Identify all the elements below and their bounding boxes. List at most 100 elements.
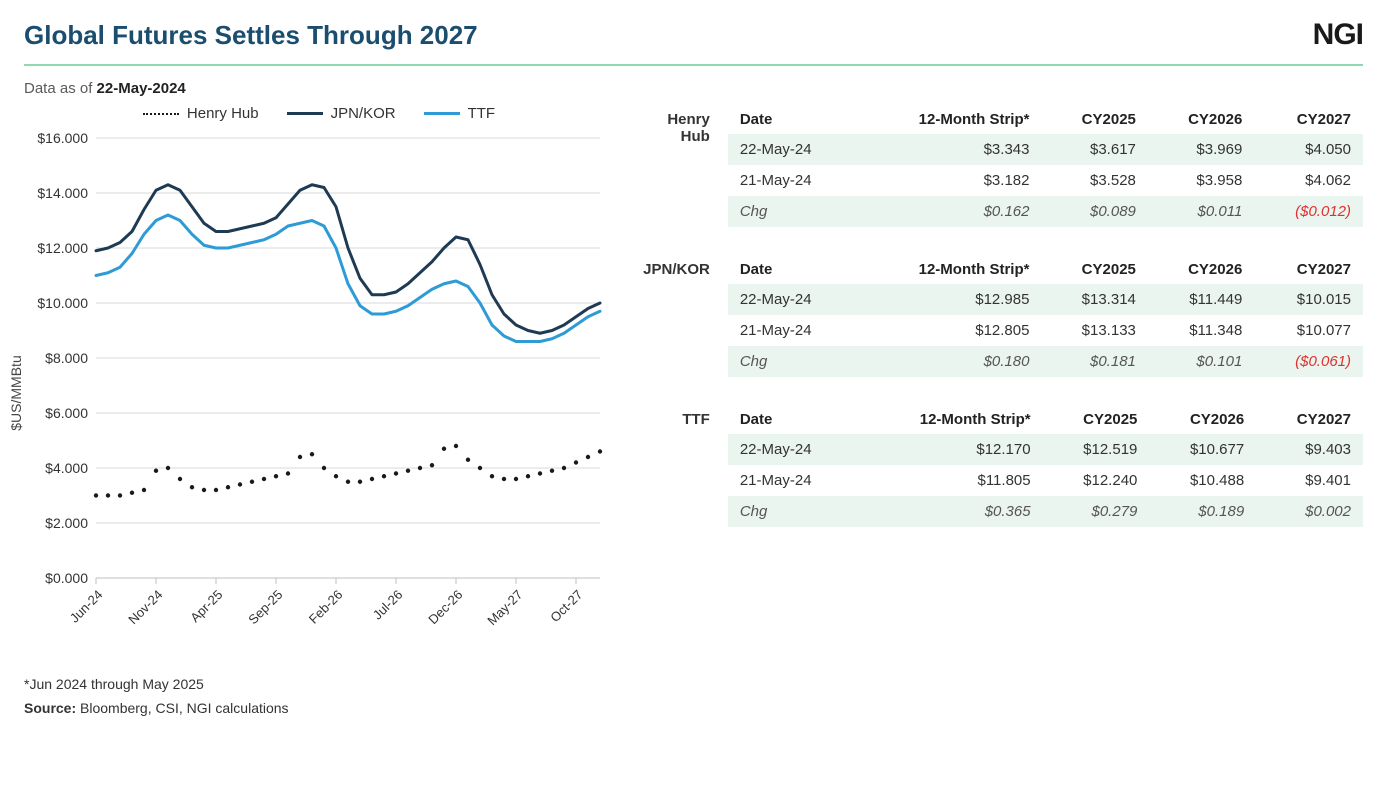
- table-header-cell: 12-Month Strip*: [858, 105, 1041, 134]
- table-cell: $10.015: [1254, 284, 1363, 315]
- data-table: Date12-Month Strip*CY2025CY2026CY202722-…: [728, 405, 1363, 527]
- table-cell: $12.519: [1043, 434, 1150, 465]
- table-row: 22-May-24$12.985$13.314$11.449$10.015: [728, 284, 1363, 315]
- svg-text:$2.000: $2.000: [45, 515, 88, 531]
- legend-swatch: [143, 113, 179, 115]
- table-cell: 21-May-24: [728, 315, 858, 346]
- table-row: 22-May-24$12.170$12.519$10.677$9.403: [728, 434, 1363, 465]
- table-cell: $0.002: [1256, 496, 1363, 527]
- table-header-cell: CY2025: [1043, 405, 1150, 434]
- table-cell: 22-May-24: [728, 284, 858, 315]
- table-cell: 21-May-24: [728, 465, 859, 496]
- data-tables: Henry HubDate12-Month Strip*CY2025CY2026…: [638, 105, 1363, 658]
- footnote: *Jun 2024 through May 2025: [24, 676, 1363, 692]
- table-cell: $0.189: [1149, 496, 1256, 527]
- table-cell: $12.805: [858, 315, 1041, 346]
- table-cell: Chg: [728, 196, 858, 227]
- table-cell: $3.958: [1148, 165, 1254, 196]
- svg-text:May-27: May-27: [484, 587, 525, 628]
- table-header-cell: Date: [728, 255, 858, 284]
- table-header-cell: CY2025: [1041, 105, 1147, 134]
- svg-text:$12.000: $12.000: [37, 240, 88, 256]
- table-cell: ($0.061): [1254, 346, 1363, 377]
- table-cell: $12.985: [858, 284, 1041, 315]
- svg-text:Apr-25: Apr-25: [187, 587, 225, 625]
- svg-text:Dec-26: Dec-26: [425, 587, 465, 627]
- as-of-line: Data as of 22-May-2024: [24, 80, 1363, 97]
- table-row: Chg$0.162$0.089$0.011($0.012): [728, 196, 1363, 227]
- table-cell: $10.077: [1254, 315, 1363, 346]
- table-block: TTFDate12-Month Strip*CY2025CY2026CY2027…: [638, 405, 1363, 527]
- table-cell: $0.089: [1041, 196, 1147, 227]
- svg-text:Oct-27: Oct-27: [547, 587, 585, 625]
- brand-logo: NGI: [1313, 18, 1363, 52]
- svg-text:$16.000: $16.000: [37, 130, 88, 146]
- legend-item: Henry Hub: [143, 105, 259, 122]
- svg-text:$0.000: $0.000: [45, 570, 88, 586]
- table-cell: $3.617: [1041, 134, 1147, 165]
- table-cell: $0.365: [859, 496, 1043, 527]
- table-header-cell: CY2027: [1254, 255, 1363, 284]
- table-cell: $9.403: [1256, 434, 1363, 465]
- table-group-label: JPN/KOR: [638, 255, 728, 377]
- legend-label: Henry Hub: [187, 105, 259, 122]
- table-cell: $0.180: [858, 346, 1041, 377]
- table-cell: $3.343: [858, 134, 1041, 165]
- table-row: Chg$0.180$0.181$0.101($0.061): [728, 346, 1363, 377]
- as-of-label: Data as of: [24, 80, 92, 97]
- source-line: Source: Bloomberg, CSI, NGI calculations: [24, 700, 1363, 716]
- table-block: Henry HubDate12-Month Strip*CY2025CY2026…: [638, 105, 1363, 227]
- table-row: 22-May-24$3.343$3.617$3.969$4.050: [728, 134, 1363, 165]
- table-row: 21-May-24$12.805$13.133$11.348$10.077: [728, 315, 1363, 346]
- table-row: Chg$0.365$0.279$0.189$0.002: [728, 496, 1363, 527]
- table-group-label: TTF: [638, 405, 728, 527]
- y-axis-label: $US/MMBtu: [8, 355, 24, 430]
- table-header-cell: CY2026: [1149, 405, 1256, 434]
- svg-text:Jul-26: Jul-26: [370, 587, 406, 623]
- table-header-cell: CY2026: [1148, 105, 1254, 134]
- table-cell: $0.011: [1148, 196, 1254, 227]
- legend-item: JPN/KOR: [287, 105, 396, 122]
- table-header-cell: CY2025: [1041, 255, 1147, 284]
- table-header-cell: Date: [728, 405, 859, 434]
- as-of-date: 22-May-2024: [97, 80, 186, 97]
- table-cell: 22-May-24: [728, 434, 859, 465]
- svg-text:Feb-26: Feb-26: [306, 587, 346, 627]
- table-row: 21-May-24$11.805$12.240$10.488$9.401: [728, 465, 1363, 496]
- table-cell: $0.279: [1043, 496, 1150, 527]
- svg-text:$4.000: $4.000: [45, 460, 88, 476]
- header-rule: [24, 64, 1363, 66]
- legend-swatch: [424, 112, 460, 115]
- table-cell: ($0.012): [1254, 196, 1363, 227]
- svg-text:$14.000: $14.000: [37, 185, 88, 201]
- table-cell: $3.182: [858, 165, 1041, 196]
- table-group-label: Henry Hub: [638, 105, 728, 227]
- table-cell: $12.170: [859, 434, 1043, 465]
- source-text: Bloomberg, CSI, NGI calculations: [80, 700, 289, 716]
- table-cell: $10.677: [1149, 434, 1256, 465]
- table-cell: $3.528: [1041, 165, 1147, 196]
- table-cell: $0.181: [1041, 346, 1147, 377]
- table-cell: $9.401: [1256, 465, 1363, 496]
- svg-text:Jun-24: Jun-24: [67, 587, 106, 626]
- table-cell: $11.348: [1148, 315, 1254, 346]
- svg-text:Sep-25: Sep-25: [245, 587, 285, 627]
- table-cell: $11.805: [859, 465, 1043, 496]
- data-table: Date12-Month Strip*CY2025CY2026CY202722-…: [728, 255, 1363, 377]
- table-cell: $4.050: [1254, 134, 1363, 165]
- table-cell: $13.314: [1041, 284, 1147, 315]
- svg-text:$8.000: $8.000: [45, 350, 88, 366]
- table-cell: $13.133: [1041, 315, 1147, 346]
- svg-text:$10.000: $10.000: [37, 295, 88, 311]
- table-header-cell: CY2027: [1254, 105, 1363, 134]
- legend-swatch: [287, 112, 323, 115]
- table-cell: 21-May-24: [728, 165, 858, 196]
- table-row: 21-May-24$3.182$3.528$3.958$4.062: [728, 165, 1363, 196]
- table-header-cell: 12-Month Strip*: [858, 255, 1041, 284]
- table-cell: $10.488: [1149, 465, 1256, 496]
- table-cell: $0.162: [858, 196, 1041, 227]
- chart-legend: Henry HubJPN/KORTTF: [24, 105, 614, 122]
- table-header-cell: CY2027: [1256, 405, 1363, 434]
- table-cell: Chg: [728, 496, 859, 527]
- table-cell: $3.969: [1148, 134, 1254, 165]
